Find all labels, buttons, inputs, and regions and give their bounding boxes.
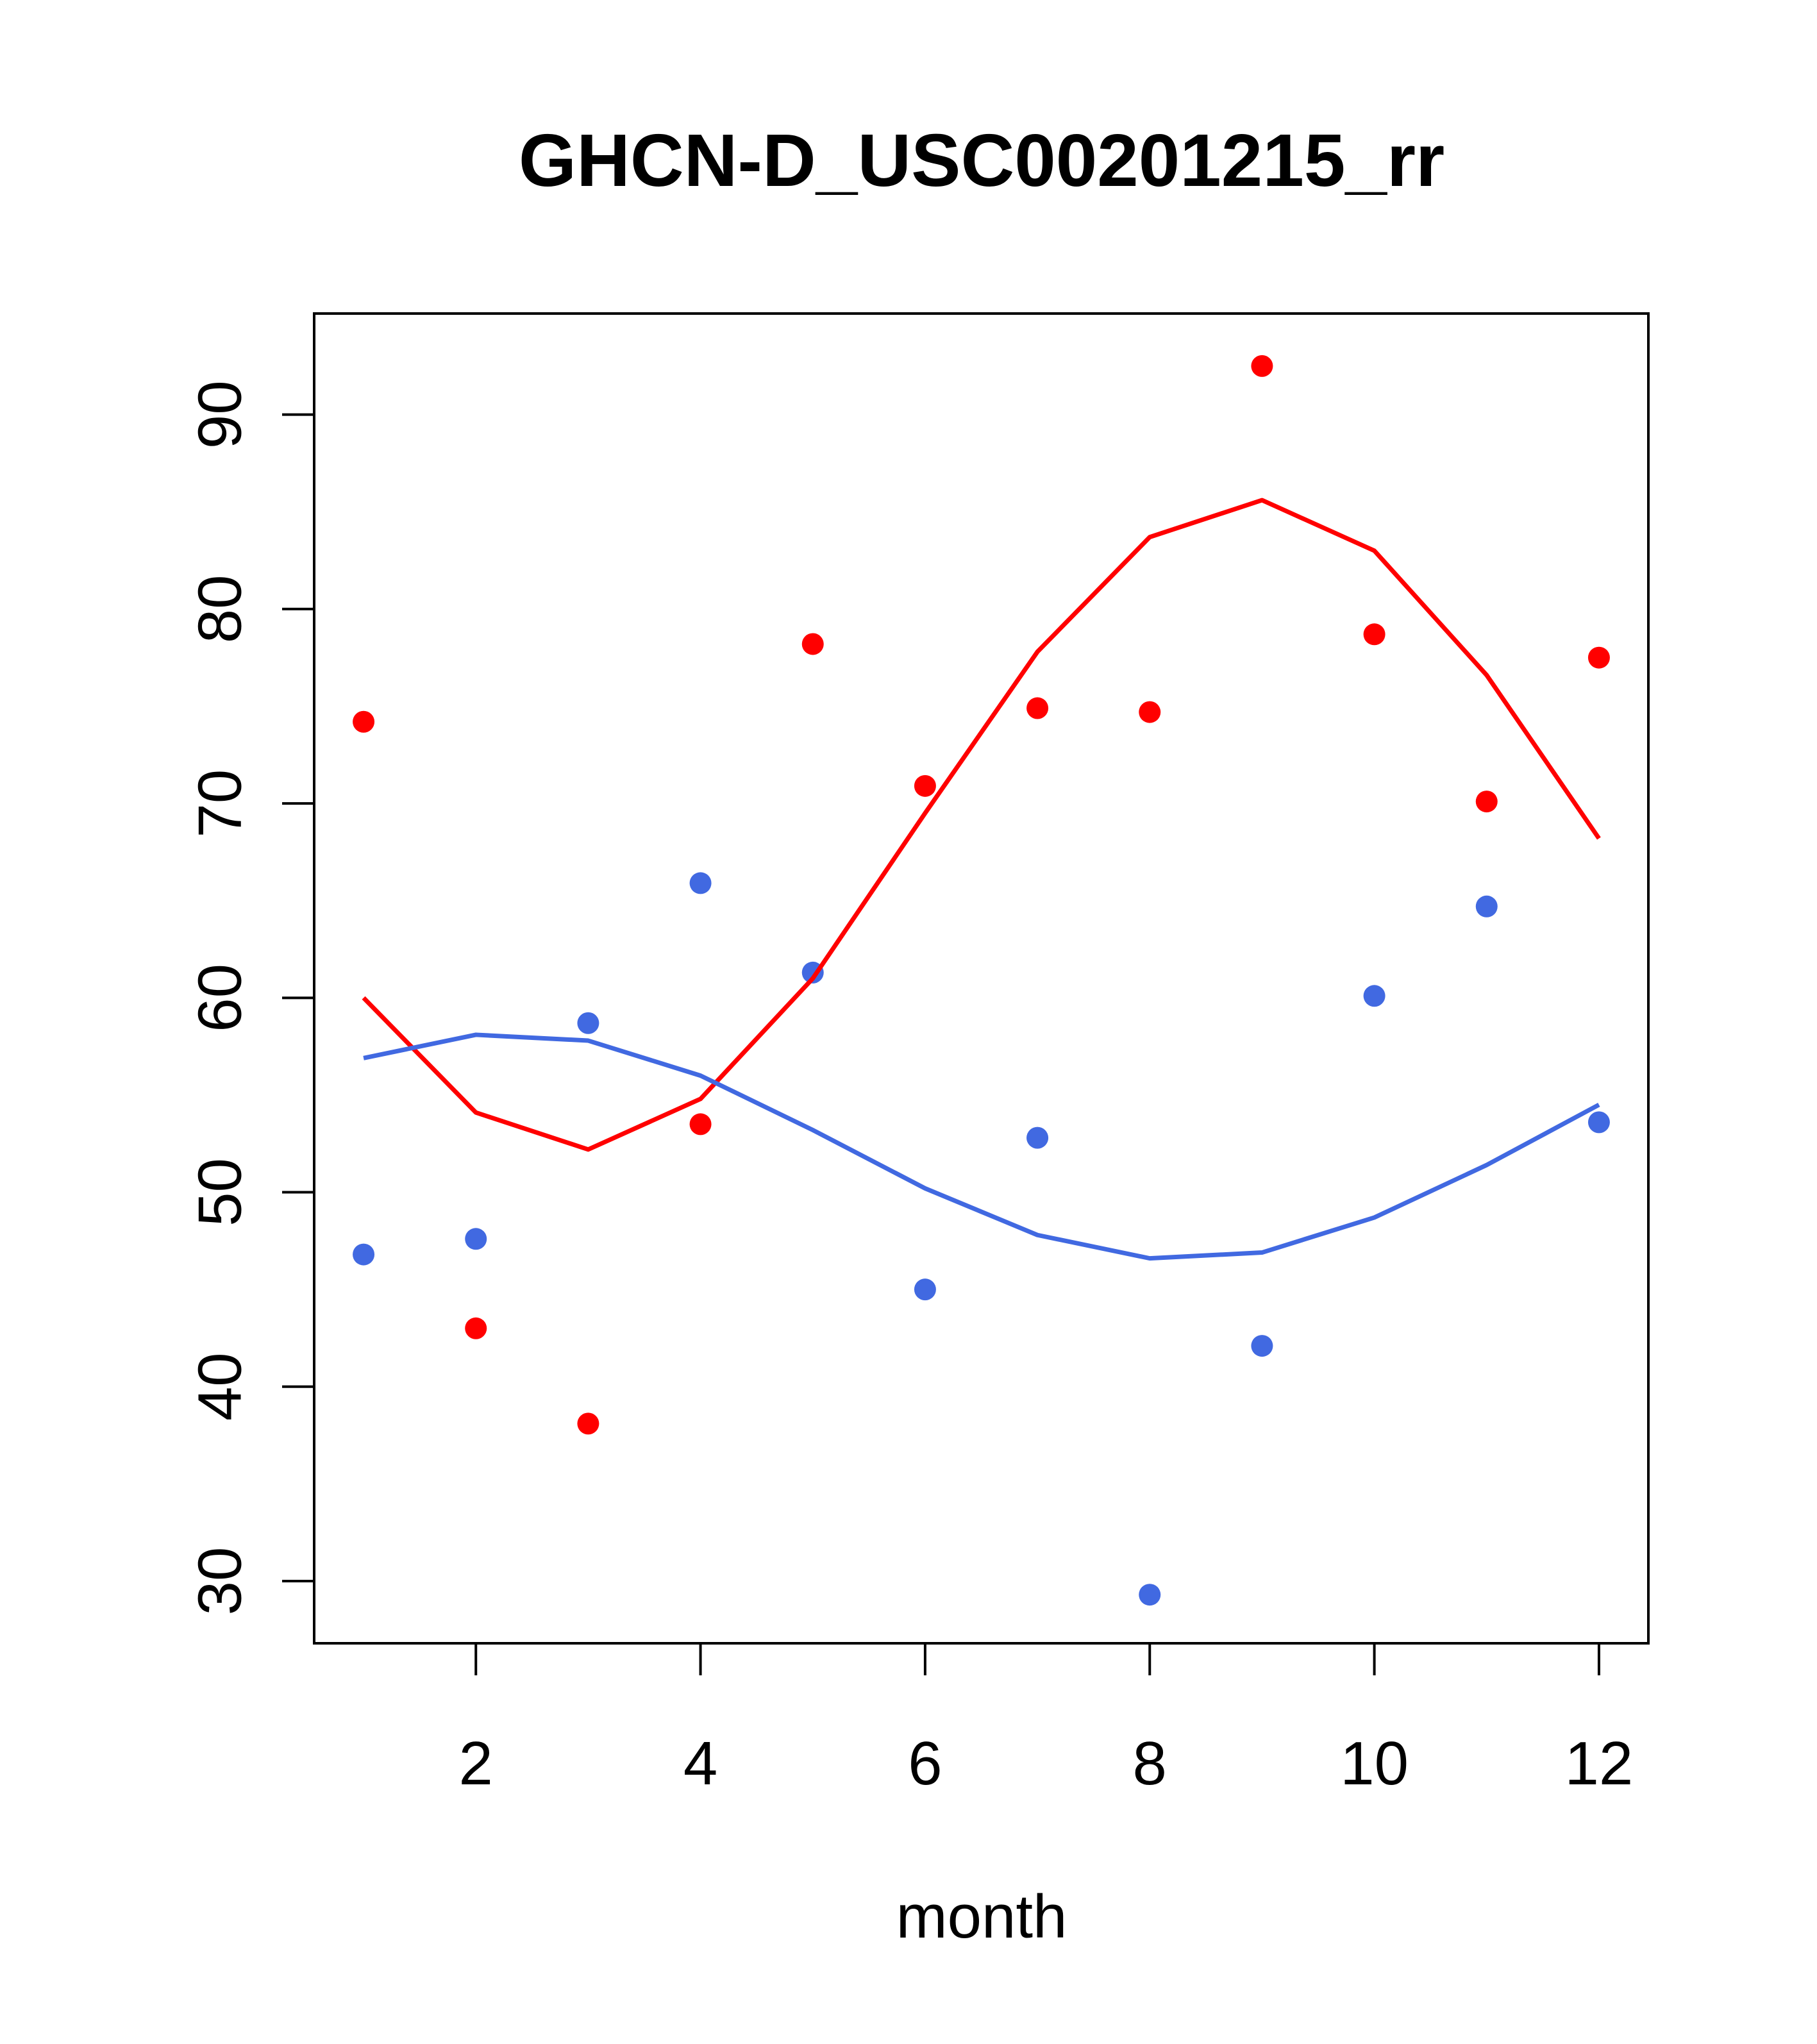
data-point [465, 1317, 487, 1339]
y-tick-label: 90 [186, 380, 255, 449]
y-tick-label: 60 [186, 964, 255, 1032]
y-axis: 30 40 50 60 70 80 90 [186, 380, 315, 1615]
x-tick-label: 8 [1133, 1729, 1167, 1798]
data-point [689, 872, 712, 894]
data-point [689, 1113, 712, 1135]
y-tick-label: 40 [186, 1352, 255, 1421]
x-tick-label: 10 [1340, 1729, 1409, 1798]
series-layer [353, 355, 1610, 1606]
data-point [1587, 1111, 1610, 1134]
x-tick-label: 6 [908, 1729, 942, 1798]
data-point [1587, 646, 1610, 669]
y-tick-label: 70 [186, 769, 255, 838]
data-point [465, 1228, 487, 1250]
data-point [353, 710, 375, 733]
data-point [353, 1243, 375, 1266]
y-tick-label: 80 [186, 574, 255, 643]
data-point [1475, 791, 1498, 813]
series-line-3 [362, 498, 1601, 1152]
data-point [1363, 623, 1386, 646]
x-tick-label: 4 [683, 1729, 717, 1798]
data-point [1026, 697, 1049, 719]
chart-title: GHCN-D_USC00201215_rr [519, 119, 1444, 202]
y-tick-label: 50 [186, 1158, 255, 1227]
x-tick-label: 2 [459, 1729, 493, 1798]
x-axis-label: month [896, 1882, 1068, 1951]
data-point [1363, 985, 1386, 1007]
data-point [577, 1012, 599, 1034]
y-tick-label: 30 [186, 1547, 255, 1616]
data-point [1026, 1127, 1049, 1149]
x-tick-label: 12 [1565, 1729, 1634, 1798]
data-point [1475, 895, 1498, 917]
data-point [914, 1278, 936, 1301]
data-point [801, 633, 824, 655]
data-point [577, 1412, 599, 1435]
plot-frame [313, 312, 1650, 1645]
series-line-4 [363, 1032, 1600, 1261]
x-axis: 2 4 6 8 10 12 [459, 1642, 1634, 1798]
data-point [1251, 355, 1273, 377]
data-point [1139, 701, 1161, 723]
data-point [1251, 1335, 1273, 1357]
data-point [1139, 1584, 1161, 1606]
data-point [914, 775, 936, 797]
